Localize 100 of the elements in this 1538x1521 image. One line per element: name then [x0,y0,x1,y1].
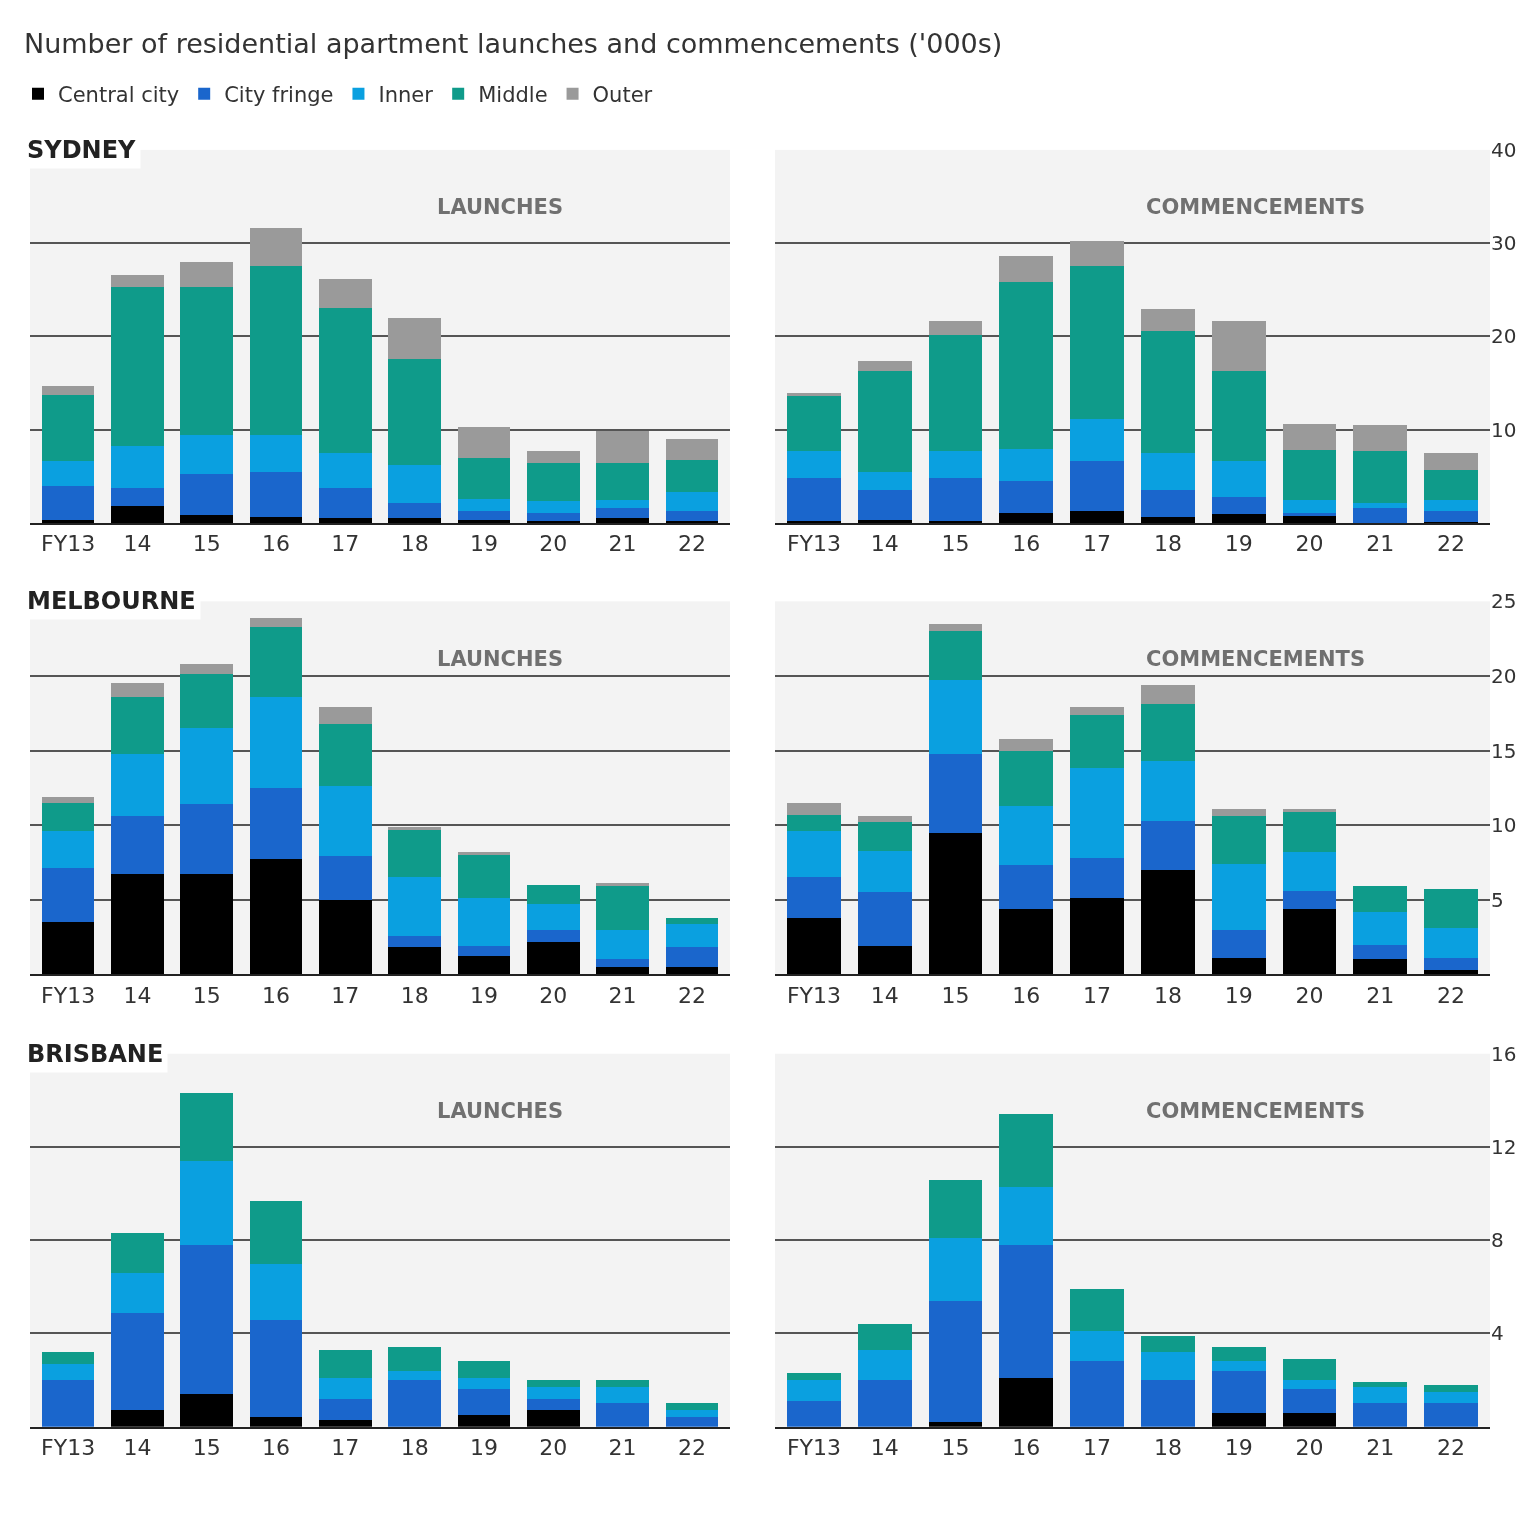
bar [457,1361,511,1378]
x-tick-label: 15 [192,1435,221,1461]
bar [1424,1384,1478,1392]
bar [41,831,95,869]
bar [249,435,303,472]
bar [111,446,164,488]
bar [857,471,912,491]
x-tick-label: 22 [1437,531,1466,557]
x-tick-label: 19 [1224,1435,1253,1461]
bar [928,1179,983,1238]
bar [180,728,234,805]
bar [1211,957,1266,975]
bar [1070,510,1124,523]
bar [180,874,234,975]
bar [180,674,234,729]
x-tick-label: FY13 [786,982,841,1008]
bar [111,274,164,287]
x-tick-label: FY13 [786,531,841,557]
chart-subtitle: MELBOURNE [27,587,196,615]
bar [999,480,1054,513]
x-tick-label: 17 [331,1435,360,1461]
bar [999,256,1054,283]
bar [388,947,441,975]
bar [596,430,649,464]
bar [457,898,511,946]
bar [41,395,95,462]
x-tick-label: 16 [262,1435,291,1461]
bar [388,465,441,504]
bar [388,317,441,359]
bar [249,787,303,860]
bar [928,753,983,833]
x-tick-label: 17 [1083,1435,1112,1461]
bar [596,959,649,967]
bar [1353,911,1408,945]
bar [857,822,912,851]
bar [1141,760,1195,821]
bar [665,947,719,967]
bar [41,802,95,832]
bar [1353,1387,1408,1404]
bar [249,626,303,697]
bar [928,680,983,754]
bar [787,814,841,832]
bar [1211,863,1266,930]
bar [1070,419,1124,462]
bar [249,1319,303,1418]
bar [319,278,372,309]
bar [928,1300,983,1423]
bar [1353,503,1408,509]
x-tick-label: 18 [400,982,429,1008]
bar [249,1200,303,1264]
bar [1211,1412,1266,1427]
x-tick-label: 19 [469,1435,498,1461]
bar [388,1347,441,1371]
bar [999,282,1054,450]
bar [787,802,841,815]
bar [526,1380,580,1388]
bar [1353,1382,1408,1388]
bar [180,261,234,287]
bar [787,451,841,479]
bar [319,899,372,975]
bar [1211,816,1266,864]
y-tick-label: 20 [1491,324,1517,349]
bar [249,1417,303,1427]
bar [41,520,95,523]
bar [457,498,511,511]
x-tick-label: 19 [469,531,498,557]
text: COMMENCEMENTS [1146,195,1366,219]
bar [526,501,580,513]
x-tick-label: 19 [469,982,498,1008]
bar [457,945,511,957]
bar [319,308,372,453]
bar [526,904,580,930]
bar [526,941,580,975]
bar [787,877,841,918]
bar [111,1272,164,1313]
bar [857,490,912,521]
bar [857,360,912,371]
y-tick-label: 25 [1491,589,1517,614]
bar [249,266,303,436]
bar [928,478,983,522]
x-tick-label: 21 [1366,982,1395,1008]
bar [180,1244,234,1395]
bar [1424,928,1478,958]
bar [41,485,95,521]
y-tick-label: 10 [1491,417,1517,442]
y-tick-label: 40 [1491,137,1517,162]
bar [787,1373,841,1381]
bar [1282,424,1337,451]
x-tick-label: 15 [941,531,970,557]
bar [1353,508,1408,523]
x-tick-label: 17 [331,982,360,1008]
bar [1211,461,1266,497]
x-tick-label: 14 [123,531,152,557]
bar [41,1352,95,1364]
bar [928,623,983,632]
bar [665,492,719,511]
x-tick-label: 14 [870,982,899,1008]
bar [1211,513,1266,523]
bar [111,683,164,697]
x-tick-label: 17 [331,531,360,557]
